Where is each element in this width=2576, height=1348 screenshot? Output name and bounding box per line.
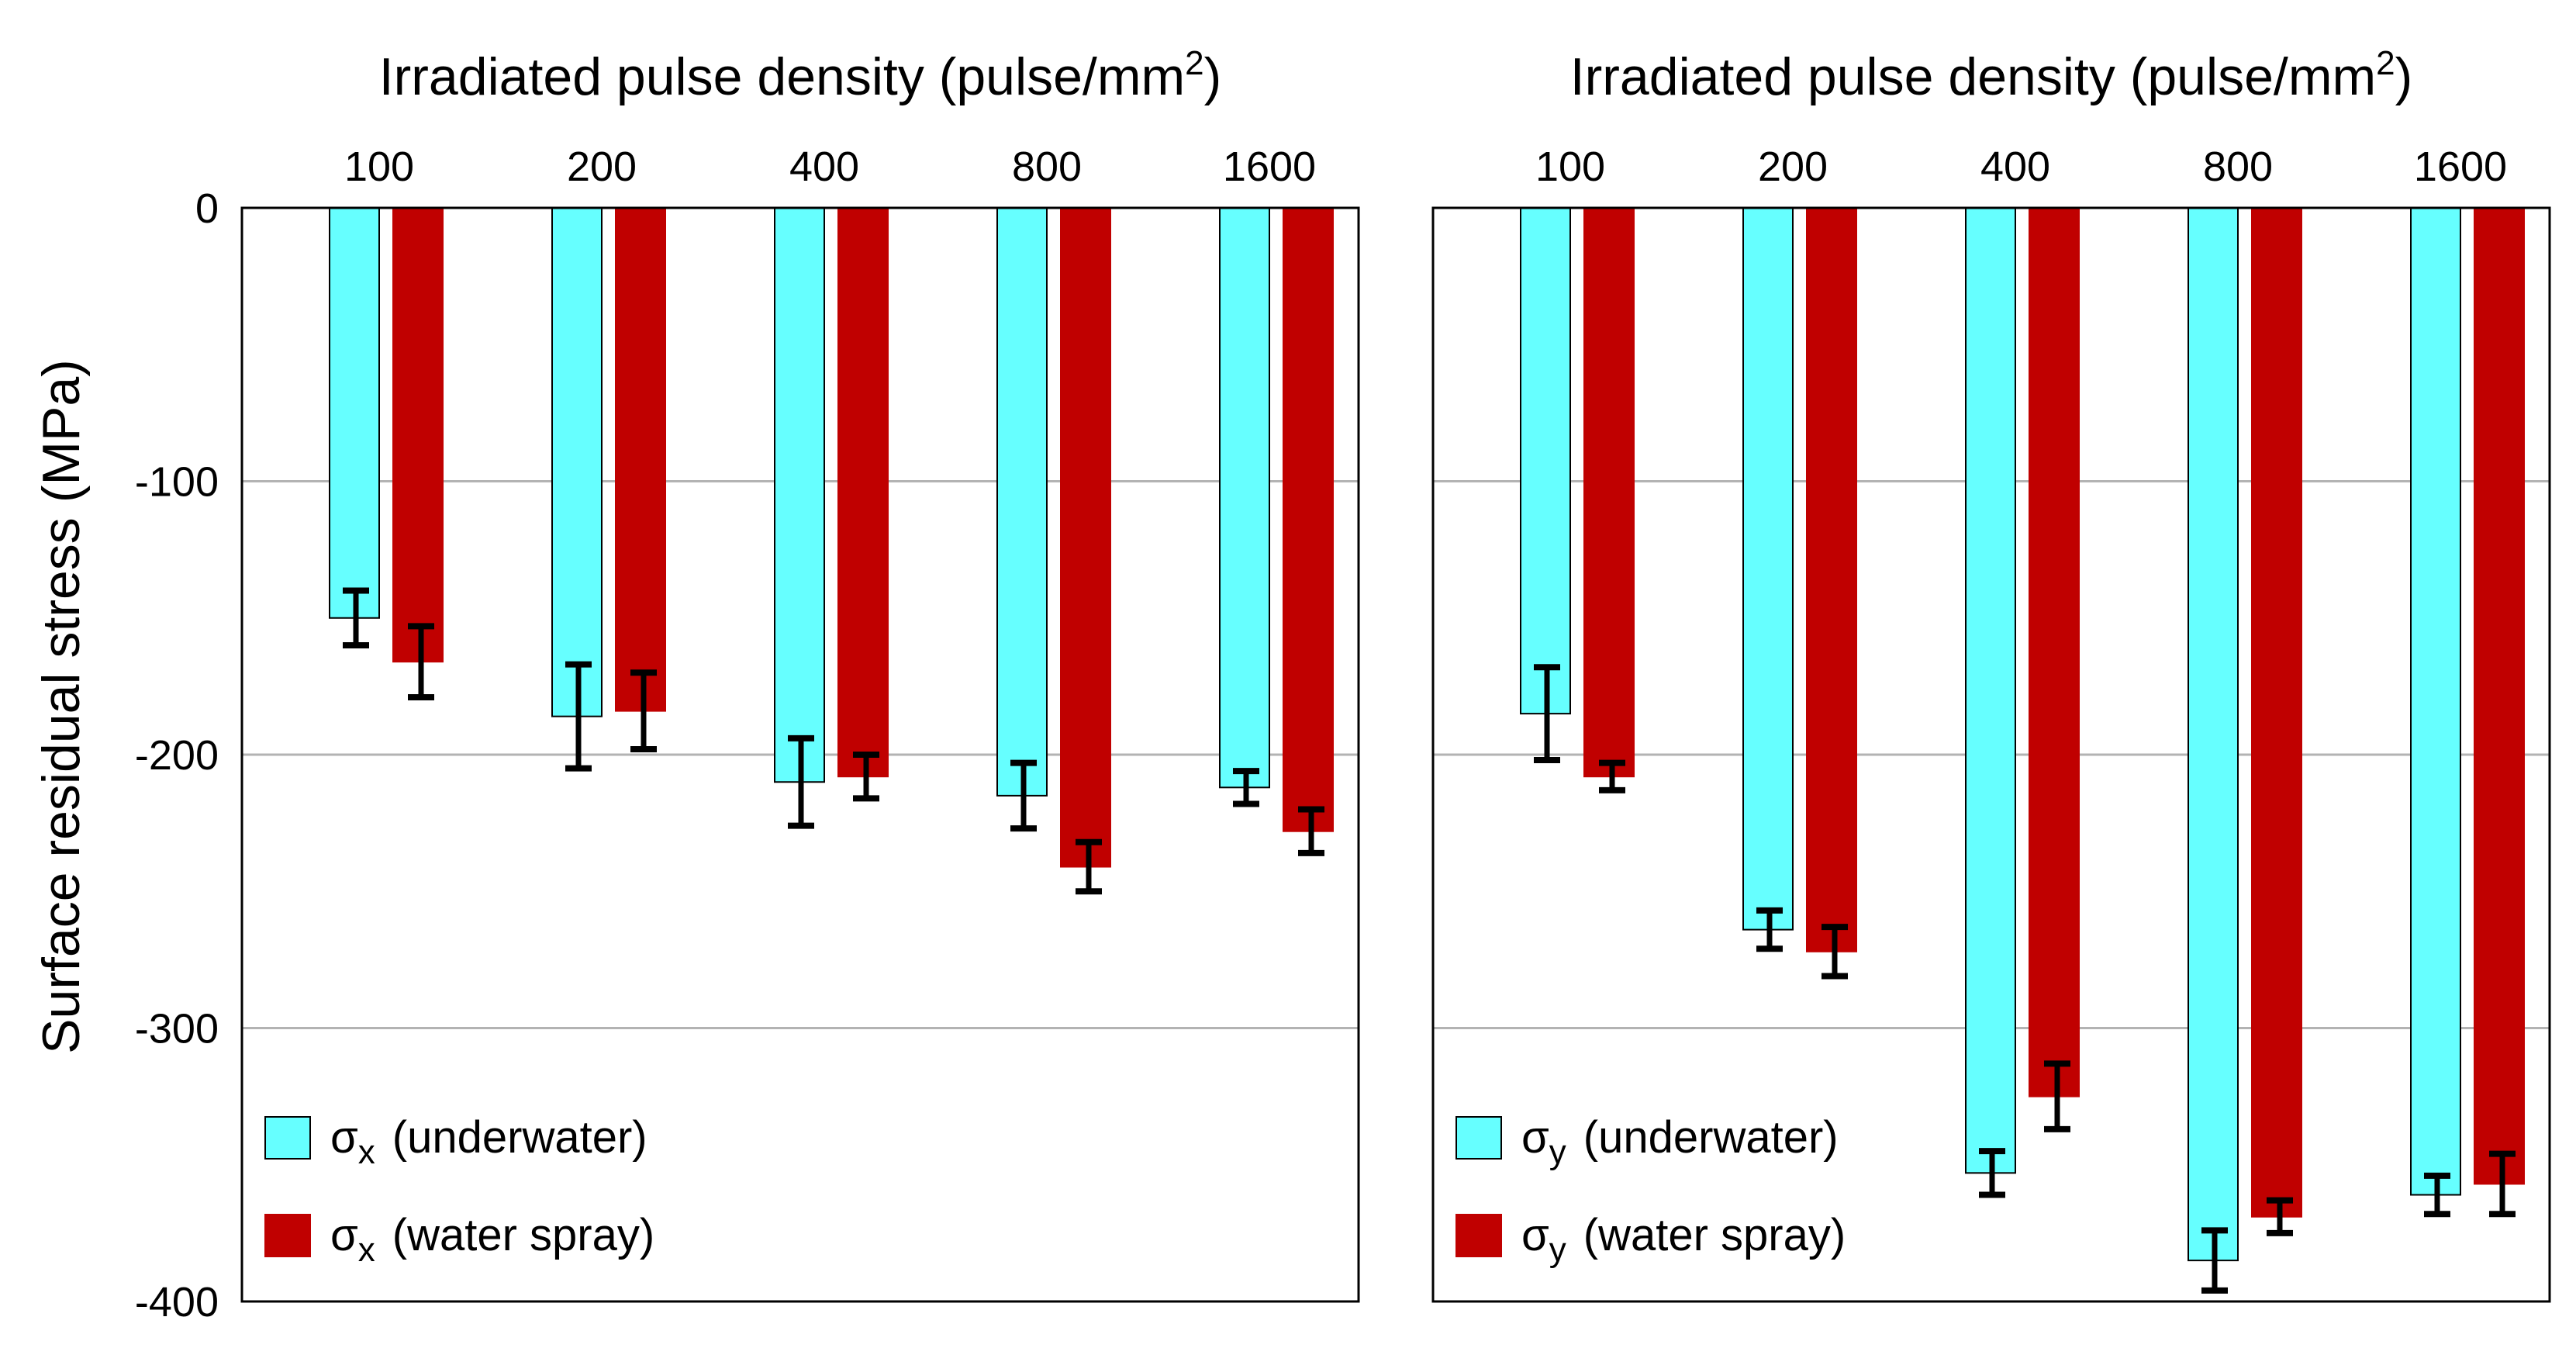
bar	[329, 207, 380, 619]
y-tick-label: -300	[135, 1006, 219, 1052]
x-category-label: 400	[1980, 143, 2050, 190]
chart-title-superscript: 2	[2376, 44, 2395, 82]
plot-frame	[240, 206, 1360, 1303]
y-axis-label: Surface residual stress (MPa)	[32, 359, 91, 1054]
legend-label: (water spray)	[392, 1210, 654, 1260]
bar	[1283, 207, 1334, 832]
y-tick-label: -200	[135, 732, 219, 779]
bar	[1583, 207, 1635, 778]
bar	[1742, 207, 1794, 931]
y-tick-label: -100	[135, 459, 219, 506]
legend-entry: σx (water spray)	[330, 1210, 654, 1269]
legend-symbol: σ	[1521, 1210, 1549, 1260]
bar	[1060, 207, 1111, 868]
chart-title-close: )	[1204, 47, 1222, 106]
bar	[2410, 207, 2461, 1196]
bar	[392, 207, 444, 663]
bar	[615, 207, 666, 712]
chart-title-main: Irradiated pulse density (pulse/mm	[1570, 47, 2376, 106]
y-tick-label: 0	[195, 185, 219, 232]
plot-frame	[1431, 206, 2551, 1303]
legend-swatch	[1455, 1214, 1502, 1257]
bar	[1965, 207, 2016, 1174]
chart-title-superscript: 2	[1185, 44, 1203, 82]
legend-swatch	[264, 1116, 311, 1160]
bar	[996, 207, 1048, 797]
bar	[837, 207, 889, 778]
bar	[2188, 207, 2239, 1262]
bar	[1806, 207, 1857, 952]
legend-subscript: y	[1549, 1231, 1566, 1269]
bar	[2251, 207, 2302, 1218]
legend-subscript: x	[358, 1133, 375, 1171]
y-tick-label: -400	[135, 1279, 219, 1326]
legend-subscript: y	[1549, 1133, 1566, 1171]
x-category-label: 200	[567, 143, 637, 190]
bar	[774, 207, 825, 783]
legend-entry: σx (underwater)	[330, 1112, 647, 1171]
x-category-label: 100	[1535, 143, 1605, 190]
legend-label: (water spray)	[1583, 1210, 1846, 1260]
x-category-label: 200	[1758, 143, 1828, 190]
bar	[551, 207, 603, 717]
legend-label: (underwater)	[1583, 1112, 1839, 1163]
legend-swatch	[264, 1214, 311, 1257]
x-category-label: 100	[344, 143, 414, 190]
chart-panel-2: Irradiated pulse density (pulse/mm2) 100 2…	[1431, 44, 2551, 1303]
x-category-label: 1600	[2414, 143, 2507, 190]
chart-title-main: Irradiated pulse density (pulse/mm	[379, 47, 1185, 106]
legend-symbol: σ	[1521, 1112, 1549, 1163]
bar	[2029, 207, 2080, 1097]
legend-swatch	[1455, 1116, 1502, 1160]
chart-title-close: )	[2395, 47, 2413, 106]
legend-symbol: σ	[330, 1112, 358, 1163]
x-category-label: 400	[789, 143, 859, 190]
legend-symbol: σ	[330, 1210, 358, 1260]
x-category-label: 1600	[1223, 143, 1316, 190]
bar	[2474, 207, 2525, 1185]
legend-label: (underwater)	[392, 1112, 647, 1163]
legend-entry: σy (water spray)	[1521, 1210, 1846, 1269]
legend-entry: σy (underwater)	[1521, 1112, 1839, 1171]
chart-panel-1: Irradiated pulse density (pulse/mm2) 100 2…	[240, 44, 1360, 1303]
bar	[1219, 207, 1270, 789]
x-category-label: 800	[1012, 143, 1082, 190]
x-category-label: 800	[2203, 143, 2273, 190]
chart-title: Irradiated pulse density (pulse/mm2)	[379, 44, 1222, 106]
legend-subscript: x	[358, 1231, 375, 1269]
bar	[1520, 207, 1571, 715]
chart-title: Irradiated pulse density (pulse/mm2)	[1570, 44, 2413, 106]
